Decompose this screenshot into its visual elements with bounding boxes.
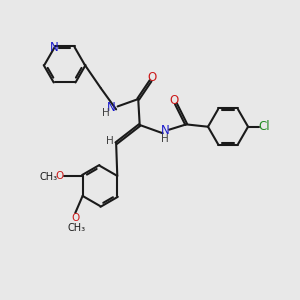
Text: H: H — [102, 108, 110, 118]
Text: N: N — [106, 101, 115, 114]
Text: CH₃: CH₃ — [68, 223, 86, 233]
Text: N: N — [50, 41, 58, 54]
Text: O: O — [147, 71, 157, 84]
Text: O: O — [169, 94, 178, 107]
Text: O: O — [55, 171, 63, 181]
Text: H: H — [106, 136, 113, 146]
Text: N: N — [160, 124, 169, 137]
Text: Cl: Cl — [258, 120, 270, 133]
Text: O: O — [72, 213, 80, 223]
Text: CH₃: CH₃ — [40, 172, 58, 182]
Text: H: H — [161, 134, 169, 143]
